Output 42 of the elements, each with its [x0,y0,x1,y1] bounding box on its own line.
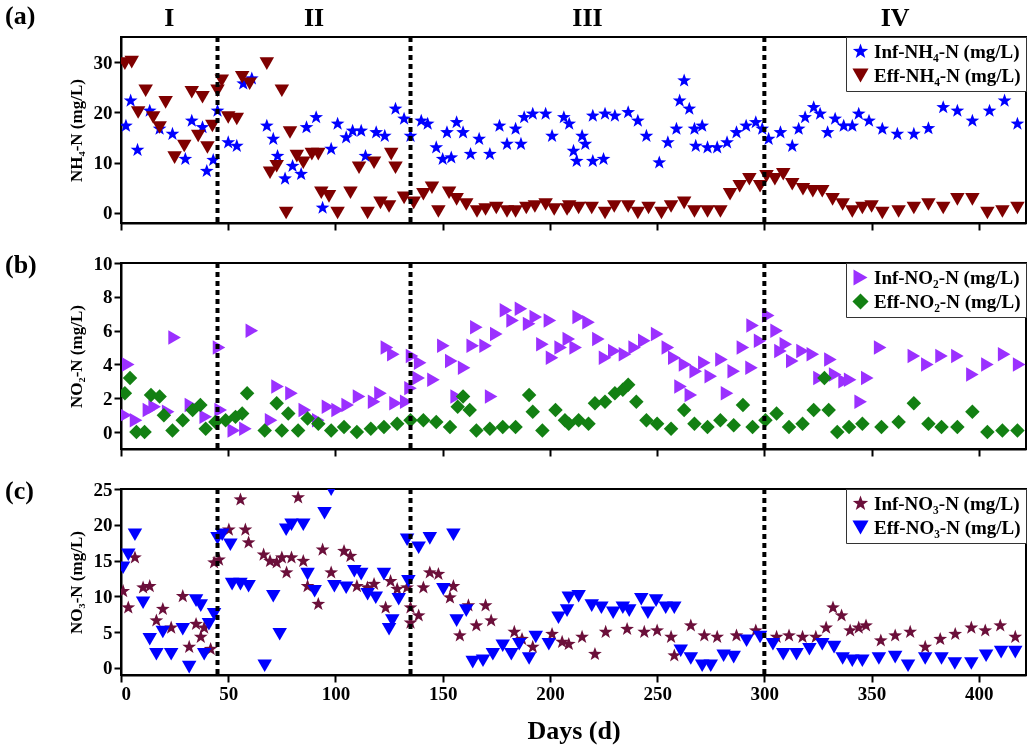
text: II [303,3,325,32]
y-tick-label: 20 [93,514,113,536]
x-tick-label: 150 [428,682,458,704]
text: III [572,3,603,32]
y-axis-title: NO₂-N (mg/L) [66,305,86,408]
y-tick-label: 0 [103,202,113,224]
y-tick-label: 0 [103,421,113,443]
y-tick-label: 10 [93,252,113,274]
legend-label: Inf-NO₂-N (mg/L) [874,266,1020,289]
chart-title: (b) [5,250,37,279]
x-tick-label: 300 [750,682,780,704]
y-axis-title: NH₄-N (mg/L) [66,79,86,182]
x-tick-label: 250 [643,682,672,704]
y-tick-label: 25 [93,478,113,500]
y-tick-label: 2 [103,387,113,409]
x-tick-label: 0 [121,682,131,704]
y-tick-label: 4 [103,353,113,375]
y-tick-label: 0 [103,657,113,679]
x-tick-label: 100 [321,682,351,704]
chart-title: (c) [5,476,34,505]
legend-label: Eff-NH₄-N (mg/L) [874,64,1021,87]
y-tick-label: 20 [93,101,113,123]
y-tick-label: 10 [93,585,113,607]
y-tick-label: 30 [93,51,113,73]
legend-label: Eff-NO₂-N (mg/L) [874,290,1021,313]
text: I [164,3,175,32]
x-axis-title: Days (d) [527,715,621,745]
chart-title: (a) [5,1,36,30]
x-tick-label: 50 [219,682,239,704]
x-tick-label: 200 [536,682,565,704]
y-tick-label: 5 [103,621,113,643]
legend-label: Eff-NO₃-N (mg/L) [874,516,1021,539]
text: IV [880,3,910,32]
y-tick-label: 8 [103,286,113,308]
legend-label: Inf-NO₃-N (mg/L) [874,492,1020,515]
legend-label: Inf-NH₄-N (mg/L) [874,40,1020,63]
y-tick-label: 10 [93,152,113,174]
y-tick-label: 6 [103,320,113,342]
x-tick-label: 350 [857,682,887,704]
y-axis-title: NO₃-N (mg/L) [66,531,86,634]
y-tick-label: 15 [93,550,113,572]
x-tick-label: 400 [965,682,994,704]
